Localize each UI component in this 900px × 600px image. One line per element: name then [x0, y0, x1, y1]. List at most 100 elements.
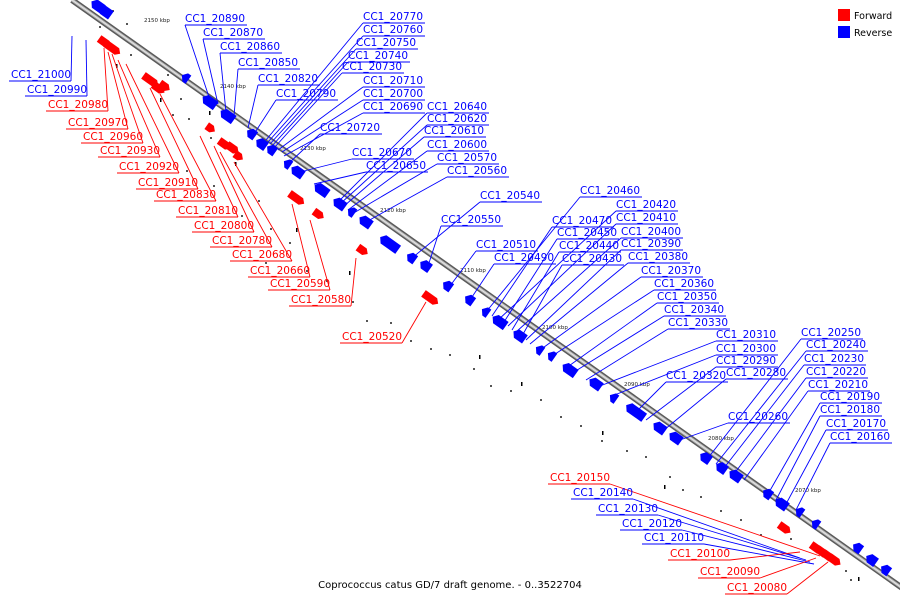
gene-label[interactable]: CC1_20860	[220, 41, 280, 53]
gene-label[interactable]: CC1_20320	[666, 370, 726, 382]
gene-label[interactable]: CC1_20130	[598, 503, 658, 515]
gene-label[interactable]: CC1_20690	[363, 101, 423, 113]
gene-label[interactable]: CC1_20790	[276, 88, 336, 100]
gene-label[interactable]: CC1_20620	[427, 113, 487, 125]
axis-tick-label: 2150 kbp	[144, 18, 170, 24]
scale-dot	[740, 519, 742, 521]
scale-dot	[850, 579, 852, 581]
gene-label[interactable]: CC1_20330	[668, 317, 728, 329]
gene-label[interactable]: CC1_20820	[258, 73, 318, 85]
gene-label[interactable]: CC1_20890	[185, 13, 245, 25]
gene-label[interactable]: CC1_20970	[68, 117, 128, 129]
gene-label[interactable]: CC1_20730	[342, 61, 402, 73]
gene-label[interactable]: CC1_20370	[641, 265, 701, 277]
reverse-gene-glyph	[357, 213, 374, 229]
gene-label[interactable]: CC1_20710	[363, 75, 423, 87]
gene-label[interactable]: CC1_20720	[320, 122, 380, 134]
gene-label[interactable]: CC1_20920	[119, 161, 179, 173]
gene-label[interactable]: CC1_20140	[573, 487, 633, 499]
gene-label[interactable]: CC1_20470	[552, 215, 612, 227]
feature-tick	[858, 577, 860, 581]
gene-label[interactable]: CC1_20660	[250, 265, 310, 277]
gene-label[interactable]: CC1_20700	[363, 88, 423, 100]
scale-dot	[700, 496, 702, 498]
gene-label[interactable]: CC1_20360	[654, 278, 714, 290]
forward-gene-glyph	[204, 122, 217, 134]
gene-label[interactable]: CC1_20380	[628, 251, 688, 263]
gene-label[interactable]: CC1_20610	[424, 125, 484, 137]
gene-label[interactable]: CC1_20400	[621, 226, 681, 238]
gene-label[interactable]: CC1_20980	[48, 99, 108, 111]
gene-label[interactable]: CC1_20560	[447, 165, 507, 177]
gene-label[interactable]: CC1_20160	[830, 431, 890, 443]
gene-label[interactable]: CC1_20810	[178, 205, 238, 217]
scale-dot	[390, 322, 392, 324]
feature-tick	[602, 431, 604, 435]
gene-label[interactable]: CC1_20310	[716, 329, 776, 341]
scale-dot	[473, 368, 475, 370]
gene-label[interactable]: CC1_20100	[670, 548, 730, 560]
gene-label[interactable]: CC1_20540	[480, 190, 540, 202]
gene-label[interactable]: CC1_20210	[808, 379, 868, 391]
reverse-gene-glyph	[479, 305, 491, 318]
gene-label[interactable]: CC1_20250	[801, 327, 861, 339]
gene-label[interactable]: CC1_20110	[644, 532, 704, 544]
gene-label[interactable]: CC1_20570	[437, 152, 497, 164]
gene-label[interactable]: CC1_21000	[11, 69, 71, 81]
gene-label[interactable]: CC1_20550	[441, 214, 501, 226]
gene-label[interactable]: CC1_20260	[728, 411, 788, 423]
gene-label[interactable]: CC1_20080	[727, 582, 787, 594]
gene-label[interactable]: CC1_20590	[270, 278, 330, 290]
gene-label[interactable]: CC1_20430	[562, 253, 622, 265]
gene-leader-line	[412, 202, 480, 258]
axis-tick-label: 2120 kbp	[380, 208, 406, 214]
gene-label[interactable]: CC1_20220	[806, 366, 866, 378]
gene-leader-line	[730, 552, 800, 560]
gene-label[interactable]: CC1_20870	[203, 27, 263, 39]
gene-label[interactable]: CC1_20930	[100, 145, 160, 157]
gene-label[interactable]: CC1_20230	[804, 353, 864, 365]
gene-label[interactable]: CC1_20960	[83, 131, 143, 143]
gene-label[interactable]: CC1_20290	[716, 355, 776, 367]
gene-label[interactable]: CC1_20300	[716, 343, 776, 355]
gene-label[interactable]: CC1_20510	[476, 239, 536, 251]
gene-leader-line	[366, 177, 447, 222]
gene-label[interactable]: CC1_20990	[27, 84, 87, 96]
gene-label[interactable]: CC1_20120	[622, 518, 682, 530]
gene-label[interactable]: CC1_20520	[342, 331, 402, 343]
gene-label[interactable]: CC1_20680	[232, 249, 292, 261]
gene-label[interactable]: CC1_20450	[557, 227, 617, 239]
feature-tick	[349, 271, 351, 275]
gene-label[interactable]: CC1_20600	[427, 139, 487, 151]
gene-label[interactable]: CC1_20830	[156, 189, 216, 201]
gene-label[interactable]: CC1_20580	[291, 294, 351, 306]
gene-label[interactable]: CC1_20350	[657, 291, 717, 303]
scale-dot	[265, 262, 267, 264]
gene-label[interactable]: CC1_20670	[352, 147, 412, 159]
gene-label[interactable]: CC1_20190	[820, 391, 880, 403]
gene-label[interactable]: CC1_20650	[366, 160, 426, 172]
gene-label[interactable]: CC1_20150	[550, 472, 610, 484]
gene-label[interactable]: CC1_20170	[826, 418, 886, 430]
scale-dot	[626, 450, 628, 452]
gene-label[interactable]: CC1_20180	[820, 404, 880, 416]
gene-label[interactable]: CC1_20490	[494, 252, 554, 264]
gene-label[interactable]: CC1_20340	[664, 304, 724, 316]
gene-label[interactable]: CC1_20440	[559, 240, 619, 252]
gene-label[interactable]: CC1_20460	[580, 185, 640, 197]
gene-label[interactable]: CC1_20410	[616, 212, 676, 224]
gene-label[interactable]: CC1_20280	[726, 367, 786, 379]
gene-label[interactable]: CC1_20640	[427, 101, 487, 113]
gene-label[interactable]: CC1_20760	[363, 24, 423, 36]
gene-label[interactable]: CC1_20750	[356, 37, 416, 49]
gene-label[interactable]: CC1_20390	[621, 238, 681, 250]
gene-label[interactable]: CC1_20850	[238, 57, 298, 69]
gene-label[interactable]: CC1_20240	[806, 339, 866, 351]
gene-label[interactable]: CC1_20420	[616, 199, 676, 211]
forward-gene-glyph	[287, 190, 306, 207]
gene-label[interactable]: CC1_20910	[138, 177, 198, 189]
gene-label[interactable]: CC1_20770	[363, 11, 423, 23]
gene-label[interactable]: CC1_20800	[194, 220, 254, 232]
gene-label[interactable]: CC1_20090	[700, 566, 760, 578]
gene-label[interactable]: CC1_20780	[212, 235, 272, 247]
